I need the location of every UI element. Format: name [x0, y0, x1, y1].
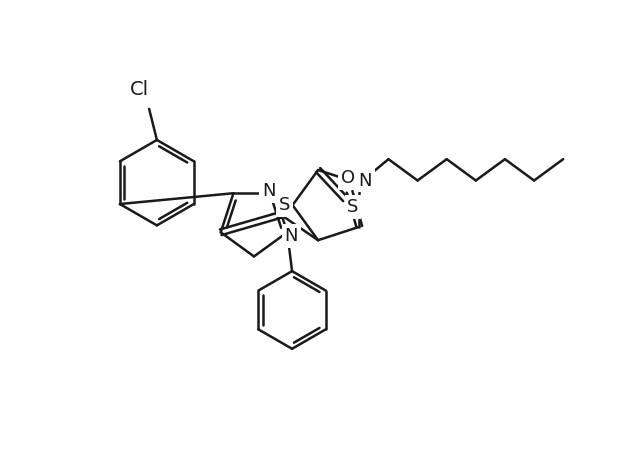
- Text: O: O: [340, 169, 355, 187]
- Text: N: N: [262, 182, 275, 200]
- Text: Cl: Cl: [130, 80, 149, 99]
- Text: N: N: [284, 227, 298, 245]
- Text: N: N: [358, 171, 372, 189]
- Text: S: S: [348, 198, 358, 216]
- Text: S: S: [279, 196, 291, 214]
